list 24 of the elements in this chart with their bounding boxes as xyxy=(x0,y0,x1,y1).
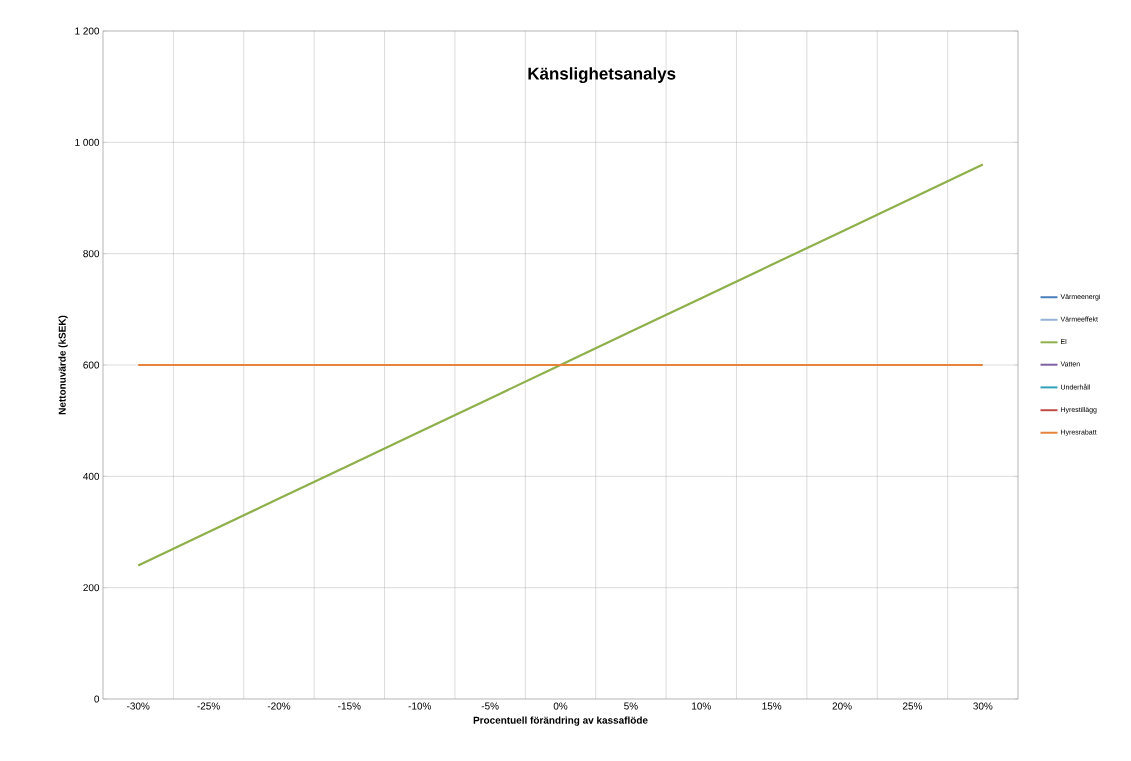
x-tick-label: 0% xyxy=(553,702,568,710)
x-tick-label: -25% xyxy=(197,702,220,710)
x-tick-label: -15% xyxy=(338,702,361,710)
x-tick-label: 30% xyxy=(973,702,993,710)
x-tick-label: 25% xyxy=(902,702,923,710)
x-tick-label: -10% xyxy=(408,702,432,710)
y-tick-label: 600 xyxy=(83,361,100,369)
y-tick-label: 0 xyxy=(94,695,100,703)
y-tick-label: 400 xyxy=(83,472,100,480)
x-tick-label: 15% xyxy=(762,702,782,710)
x-tick-label: 10% xyxy=(692,702,711,710)
text: Känslighetsanalys xyxy=(528,67,676,84)
y-tick-label: 1 200 xyxy=(75,27,100,35)
y-tick-label: 800 xyxy=(83,250,100,258)
x-axis-title: Procentuell förändring av kassaflöde xyxy=(473,716,648,726)
x-tick-label: -5% xyxy=(481,702,499,710)
y-tick-label: 200 xyxy=(83,584,100,592)
x-tick-label: -30% xyxy=(127,702,150,710)
x-tick-label: 20% xyxy=(832,702,852,710)
y-tick-label: 1 000 xyxy=(75,138,100,146)
line-series xyxy=(137,163,984,567)
x-tick-label: 5% xyxy=(624,702,638,710)
x-tick-label: -20% xyxy=(267,702,291,710)
y-axis-title: Nettonuvärde (kSEK) xyxy=(58,315,68,415)
